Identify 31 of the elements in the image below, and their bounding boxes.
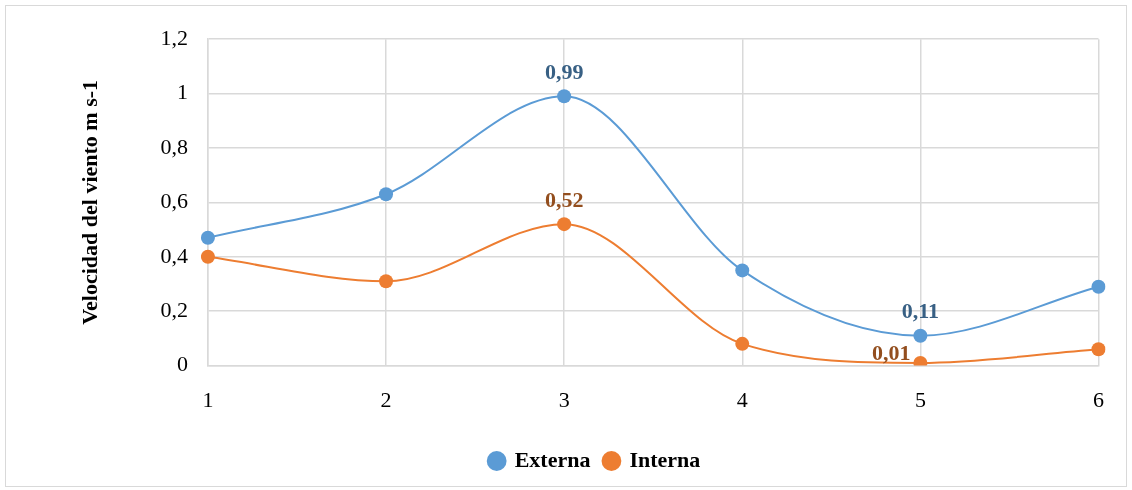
point <box>913 328 928 343</box>
y-tick-label: 0 <box>176 351 188 377</box>
x-tick-label: 6 <box>1093 386 1104 412</box>
point <box>557 89 572 104</box>
point <box>379 274 394 289</box>
point <box>735 336 750 351</box>
point <box>200 230 215 245</box>
y-tick-label: 0,6 <box>160 188 188 214</box>
x-tick-label: 5 <box>914 386 926 412</box>
data-label: 0,11 <box>901 298 940 324</box>
y-tick-label: 1 <box>176 79 188 105</box>
y-axis-title: Velocidad del viento m s-1 <box>76 79 102 325</box>
x-tick-label: 3 <box>558 386 570 412</box>
y-tick-label: 1,2 <box>160 24 188 50</box>
point <box>379 187 394 202</box>
point <box>1091 279 1106 294</box>
data-label: 0,99 <box>544 59 584 85</box>
legend-label: Externa <box>514 446 591 472</box>
x-tick-label: 2 <box>380 386 392 412</box>
legend-label: Interna <box>629 446 701 472</box>
y-tick-label: 0,2 <box>160 296 188 322</box>
y-tick-label: 0,4 <box>160 242 188 268</box>
x-tick-label: 1 <box>202 386 214 412</box>
data-label: 0,52 <box>544 186 584 212</box>
point <box>200 249 215 264</box>
y-tick-label: 0,8 <box>160 133 188 159</box>
data-label: 0,01 <box>871 339 911 365</box>
point <box>557 217 572 232</box>
point <box>1091 342 1106 357</box>
x-tick-label: 4 <box>736 386 748 412</box>
point <box>735 263 750 278</box>
